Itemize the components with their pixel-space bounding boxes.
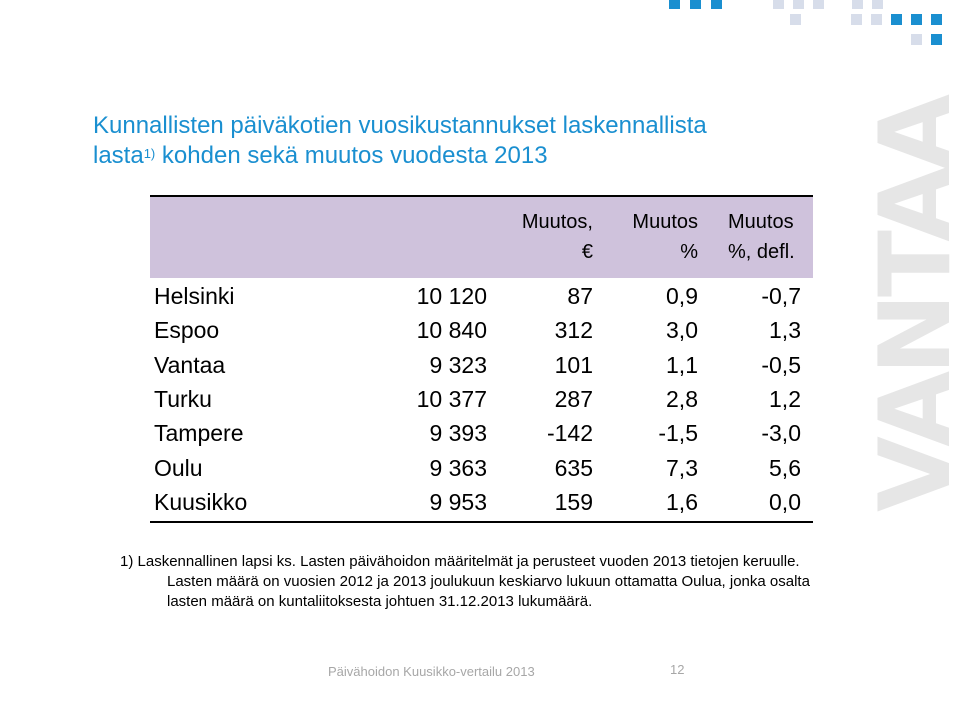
cell-eur: 312: [554, 317, 593, 344]
decor-square: [851, 14, 862, 25]
cell-defl: -0,5: [761, 351, 801, 378]
cell-city: Oulu: [154, 454, 203, 481]
title-footnote-ref: 1): [143, 146, 156, 161]
header-line: %: [680, 241, 698, 263]
cell-defl: -0,7: [761, 283, 801, 309]
decor-square: [891, 14, 902, 25]
table-row: Helsinki 10 120 87 0,9 -0,7: [0, 279, 960, 313]
table-row: Espoo 10 840 312 3,0 1,3: [0, 313, 960, 347]
decor-square: [793, 0, 804, 9]
decor-square: [690, 0, 701, 9]
header-muutos-eur: Muutos, €: [480, 207, 593, 267]
decor-square: [911, 34, 922, 45]
header-line: Muutos: [632, 211, 698, 233]
decor-square: [931, 14, 942, 25]
table-row: Vantaa 9 323 101 1,1 -0,5: [0, 348, 960, 382]
title-line-2: lasta1) kohden sekä muutos vuodesta 2013: [93, 141, 793, 171]
header-muutos-defl: Muutos %, defl.: [700, 207, 807, 267]
decor-square: [872, 0, 883, 9]
decor-square: [711, 0, 722, 9]
decor-square: [669, 0, 680, 9]
cell-cost: 9 953: [429, 488, 487, 515]
cell-pct: 2,8: [666, 385, 698, 412]
header-line: %, defl.: [728, 241, 795, 263]
footnote: 1) Laskennallinen lapsi ks. Lasten päivä…: [120, 552, 880, 612]
table-top-rule: [150, 195, 813, 197]
title-text: lasta: [93, 142, 144, 169]
decor-square: [790, 14, 801, 25]
header-line: Muutos: [728, 211, 794, 233]
cell-pct: 1,1: [666, 351, 698, 378]
cell-defl: 1,3: [769, 317, 801, 344]
cell-pct: 0,9: [666, 283, 698, 309]
table-row: Tampere 9 393 -142 -1,5 -3,0: [0, 416, 960, 450]
cell-cost: 10 120: [416, 283, 487, 309]
header-muutos-pct: Muutos %: [600, 207, 698, 267]
cell-eur: 101: [554, 351, 593, 378]
cell-city: Vantaa: [154, 351, 226, 378]
cell-cost: 9 363: [429, 454, 487, 481]
title-line-1: Kunnallisten päiväkotien vuosikustannuks…: [93, 112, 707, 139]
decor-square: [931, 34, 942, 45]
header-line: Muutos,: [521, 211, 593, 233]
cell-eur: 287: [554, 385, 593, 412]
table-row: Oulu 9 363 635 7,3 5,6: [0, 451, 960, 485]
cell-pct: 1,6: [666, 488, 698, 515]
table-row: Turku 10 377 287 2,8 1,2: [0, 382, 960, 416]
decor-square: [871, 14, 882, 25]
cell-eur: -142: [546, 420, 593, 447]
slide-title: Kunnallisten päiväkotien vuosikustannuks…: [93, 111, 793, 171]
cell-pct: 7,3: [666, 454, 698, 481]
cell-city: Espoo: [154, 317, 220, 344]
table-header-band: [150, 196, 813, 278]
cell-cost: 10 840: [416, 317, 487, 344]
cell-city: Kuusikko: [154, 488, 248, 515]
cell-city: Tampere: [154, 420, 244, 447]
title-text: kohden sekä muutos vuodesta 2013: [155, 142, 548, 169]
table-row: Kuusikko 9 953 159 1,6 0,0: [0, 485, 960, 519]
cell-eur: 87: [567, 283, 593, 309]
cell-defl: 1,2: [769, 385, 801, 412]
footer-text: Päivähoidon Kuusikko-vertailu 2013: [328, 664, 535, 679]
cell-cost: 9 393: [429, 420, 487, 447]
footnote-line: Lasten määrä on vuosien 2012 ja 2013 jou…: [167, 573, 810, 590]
cell-pct: 3,0: [666, 317, 698, 344]
decor-square: [852, 0, 863, 9]
decor-square: [773, 0, 784, 9]
cell-cost: 9 323: [429, 351, 487, 378]
table-bottom-rule: [150, 521, 813, 523]
cell-defl: 0,0: [769, 488, 801, 515]
decor-square: [911, 14, 922, 25]
cell-city: Turku: [154, 385, 212, 412]
footnote-line: 1) Laskennallinen lapsi ks. Lasten päivä…: [120, 553, 800, 570]
footnote-line: lasten määrä on kuntaliitoksesta johtuen…: [167, 593, 593, 610]
header-line: €: [581, 241, 593, 263]
decor-square: [813, 0, 824, 9]
cell-defl: 5,6: [769, 454, 801, 481]
cell-defl: -3,0: [761, 420, 801, 447]
cell-eur: 159: [554, 488, 593, 515]
page-number: 12: [670, 662, 685, 677]
cell-eur: 635: [554, 454, 593, 481]
cell-city: Helsinki: [154, 283, 235, 309]
cell-pct: -1,5: [658, 420, 698, 447]
cell-cost: 10 377: [416, 385, 487, 412]
